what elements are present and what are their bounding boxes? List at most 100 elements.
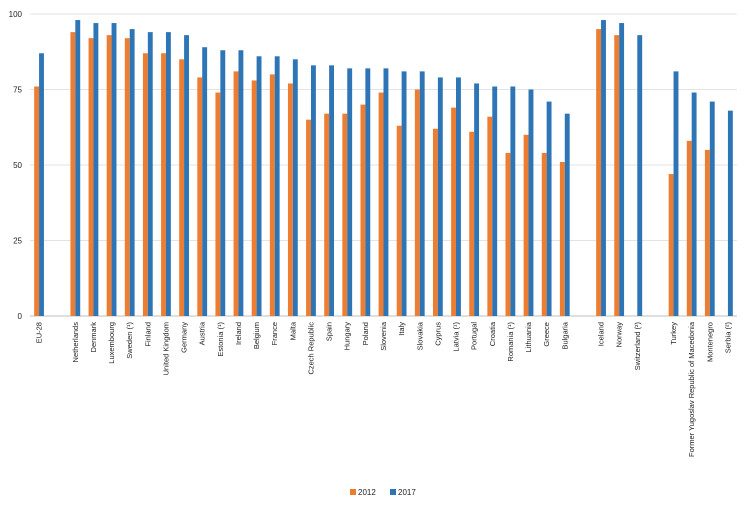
x-tick-label: Malta: [288, 321, 297, 340]
legend-label-2012: 2012: [358, 488, 376, 497]
bar-2012: [614, 35, 620, 316]
bar-2012: [668, 174, 674, 316]
y-tick-label: 50: [13, 161, 22, 170]
x-tick-label: Cyprus: [433, 322, 442, 346]
legend-swatch-2017: [390, 489, 396, 495]
x-tick-label: Slovakia: [415, 321, 424, 350]
bar-2017: [492, 86, 498, 316]
x-tick-label: Lithuania: [524, 321, 533, 352]
bar-2012: [251, 80, 257, 316]
bar-2012: [596, 29, 602, 316]
y-tick-label: 25: [13, 237, 22, 246]
bar-2017: [111, 23, 117, 317]
x-tick-label: Italy: [397, 322, 406, 336]
x-tick-label: Netherlands: [71, 322, 80, 363]
bar-2012: [197, 77, 203, 316]
bar-2012: [505, 152, 511, 316]
y-tick-label: 0: [18, 312, 23, 321]
bar-2017: [39, 53, 44, 316]
x-tick-label: Hungary: [343, 322, 352, 351]
bar-2017: [709, 101, 715, 316]
x-tick-label: Spain: [325, 322, 334, 341]
x-tick-label: Norway: [615, 322, 624, 348]
x-tick-label: Latvia (¹): [452, 322, 461, 352]
bar-2017: [601, 20, 606, 316]
x-tick-label: Turkey: [669, 322, 678, 345]
bar-2017: [202, 47, 208, 316]
bar-2017: [474, 83, 480, 317]
bar-2017: [510, 86, 516, 316]
x-tick-label: Iceland: [597, 322, 606, 346]
x-tick-label: Serbia (²): [723, 322, 732, 354]
bar-2017: [347, 68, 353, 316]
bar-2012: [142, 53, 148, 316]
bar-2017: [129, 29, 135, 316]
bar-2012: [124, 38, 130, 316]
bar-2017: [238, 50, 244, 317]
x-tick-label: Romania (¹): [506, 322, 515, 362]
x-tick-label: Bulgaria: [560, 321, 569, 349]
x-axis: EU-28 Netherlands Denmark Luxembourg Sweden …: [35, 321, 733, 457]
bar-2012: [179, 59, 185, 317]
bar-2012: [269, 74, 275, 317]
bar-2012: [233, 71, 239, 316]
bar-2017: [365, 68, 371, 316]
bar-2017: [147, 32, 153, 317]
x-tick-label: Finland: [143, 322, 152, 347]
bar-2017: [528, 89, 534, 316]
bar-2012: [34, 86, 40, 316]
x-tick-label: Luxembourg: [107, 322, 116, 364]
bar-2012: [106, 35, 112, 316]
bar-2017: [93, 23, 99, 317]
bar-2017: [329, 65, 335, 316]
y-axis: 0 25 50 75 100: [9, 10, 23, 321]
bar-2012: [686, 140, 692, 316]
bar-2017: [637, 35, 643, 316]
x-tick-label: Ireland: [234, 322, 243, 345]
bar-2017: [274, 56, 280, 316]
bar-2012: [396, 125, 402, 317]
bar-2017: [220, 50, 226, 317]
x-tick-label: Croatia: [488, 321, 497, 346]
bars: [34, 20, 733, 317]
bar-2017: [292, 59, 298, 317]
bar-2012: [70, 32, 76, 317]
bar-2012: [451, 107, 457, 317]
bar-2012: [342, 113, 348, 316]
y-tick-label: 75: [13, 86, 22, 95]
bar-2012: [88, 38, 94, 316]
x-tick-label: Greece: [542, 322, 551, 347]
bar-2017: [75, 20, 81, 316]
x-tick-label: Estonia (¹): [216, 321, 225, 356]
bar-2012: [306, 119, 311, 316]
bar-2012: [414, 89, 420, 316]
legend-label-2017: 2017: [398, 488, 416, 497]
bar-2012: [287, 83, 293, 317]
legend-swatch-2012: [350, 489, 356, 495]
x-tick-label: Czech Republic: [306, 322, 315, 375]
bar-2012: [487, 116, 493, 317]
bar-2012: [704, 149, 710, 316]
x-tick-label: Poland: [361, 322, 370, 345]
bar-2012: [360, 104, 366, 316]
bar-2017: [564, 113, 570, 316]
bar-2012: [324, 113, 330, 316]
bar-2017: [401, 71, 407, 316]
bar-2012: [541, 152, 547, 316]
bar-2017: [256, 56, 262, 316]
bar-2017: [546, 101, 552, 316]
bar-2017: [184, 35, 189, 316]
x-tick-label: EU-28: [35, 322, 44, 343]
x-tick-label: Montenegro: [705, 322, 714, 362]
bar-2017: [456, 77, 461, 316]
x-tick-label: France: [270, 322, 279, 345]
bar-2012: [161, 53, 166, 316]
x-tick-label: Germany: [180, 322, 189, 353]
x-tick-label: Portugal: [470, 322, 479, 350]
x-tick-label: United Kingdom: [161, 322, 170, 375]
bar-2017: [437, 77, 443, 316]
x-tick-label: Denmark: [89, 322, 98, 353]
legend: 2012 2017: [350, 488, 416, 497]
bar-2012: [523, 134, 529, 316]
